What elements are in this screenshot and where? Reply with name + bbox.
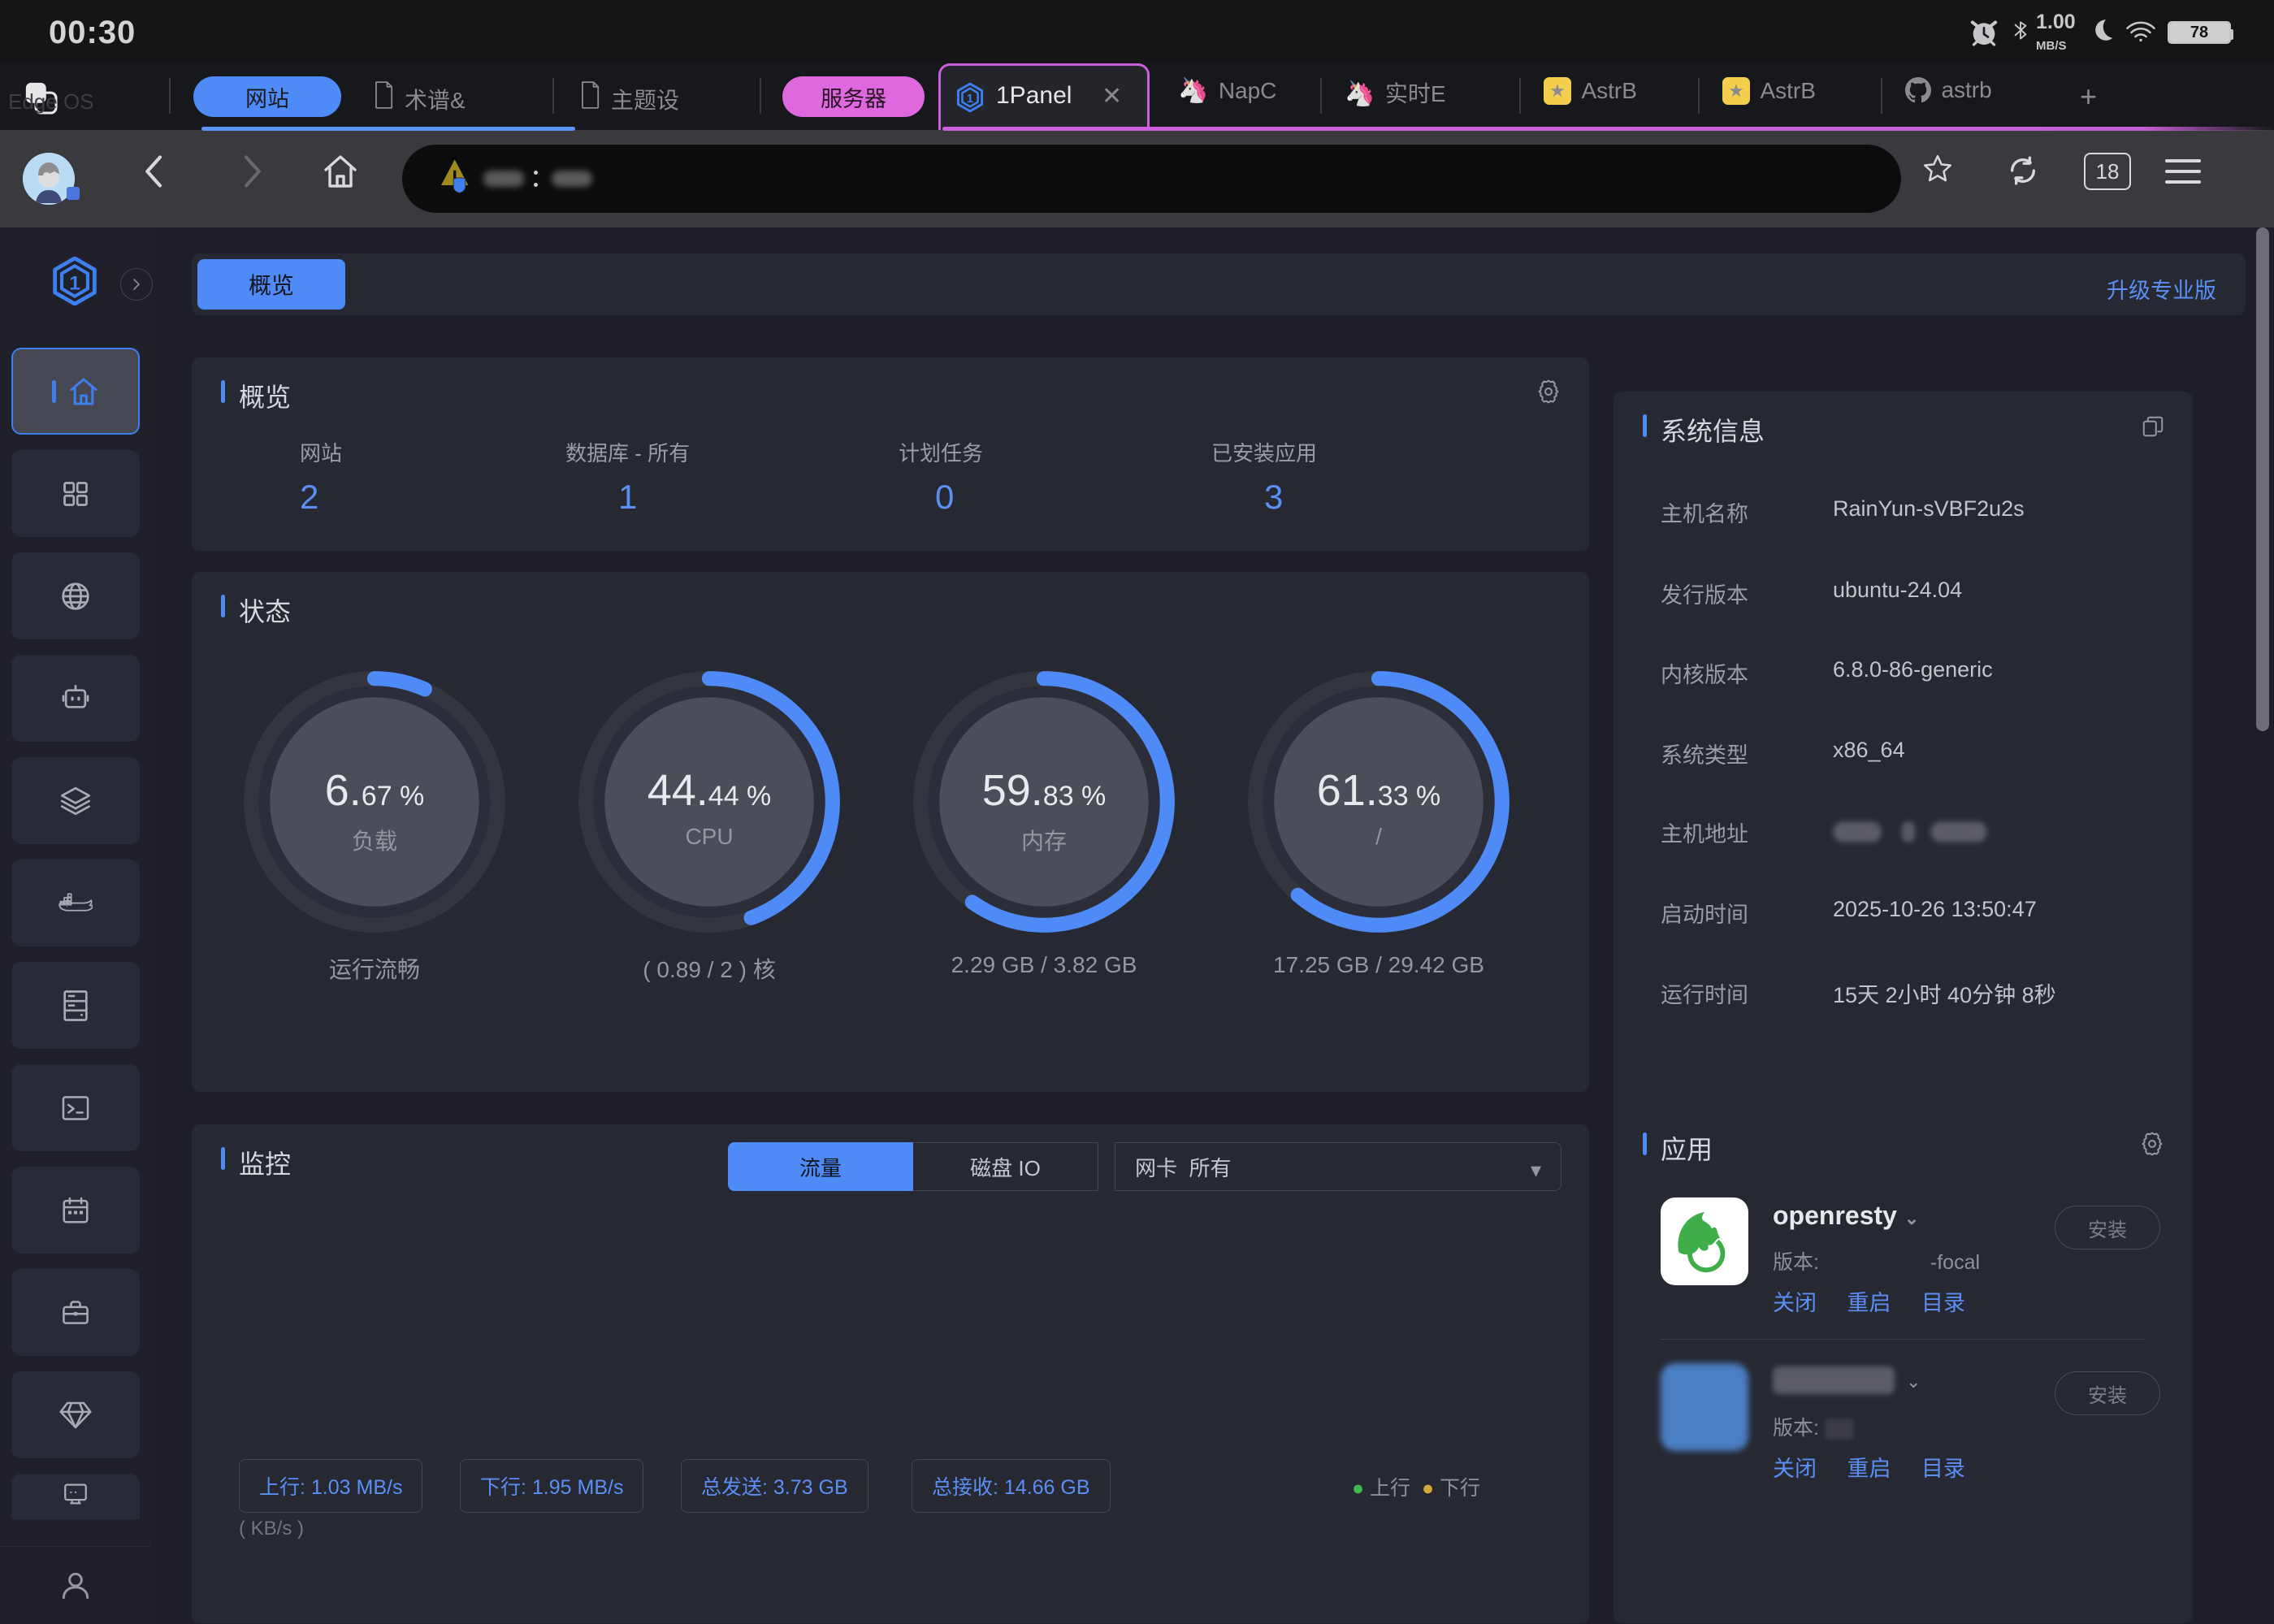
svg-text:1: 1	[967, 93, 973, 106]
svg-text:1: 1	[69, 272, 80, 294]
